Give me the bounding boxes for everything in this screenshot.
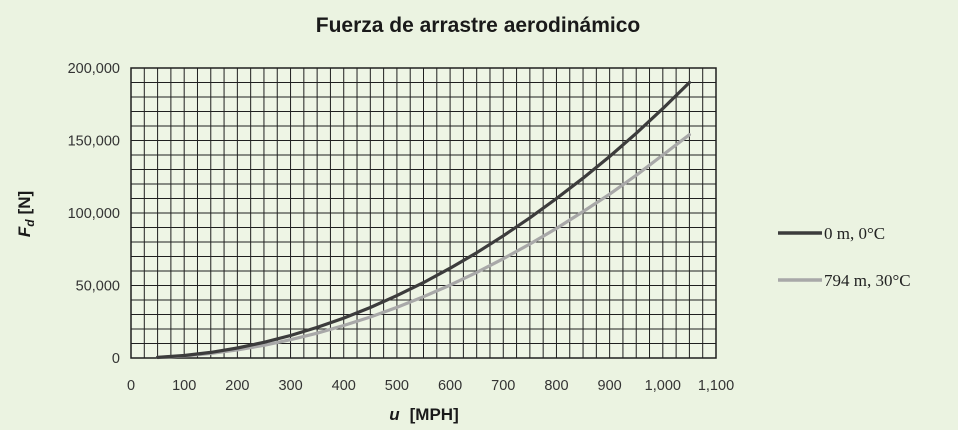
y-tick-label: 100,000 (68, 206, 120, 222)
y-axis-ticks: 0 50,000 100,000 150,000 200,000 (68, 61, 120, 367)
legend-label: 794 m, 30°C (824, 271, 911, 290)
series-line (156, 133, 691, 360)
series-line (156, 80, 691, 359)
y-tick-label: 200,000 (68, 61, 120, 77)
x-axis-label: u [MPH] (389, 405, 459, 424)
x-tick-label: 900 (598, 378, 622, 394)
legend: 0 m, 0°C 794 m, 30°C (778, 224, 911, 290)
x-tick-label: 1,000 (645, 378, 681, 394)
x-tick-label: 600 (438, 378, 462, 394)
x-tick-label: 100 (172, 378, 196, 394)
x-axis-symbol: u (389, 405, 400, 424)
chart-title: Fuerza de arrastre aerodinámico (316, 14, 640, 37)
x-axis-unit: [MPH] (410, 405, 459, 424)
x-tick-label: 0 (127, 378, 135, 394)
x-tick-label: 700 (491, 378, 515, 394)
series-layer (156, 80, 691, 360)
y-tick-label: 50,000 (76, 279, 120, 295)
x-tick-label: 400 (332, 378, 356, 394)
y-axis-symbol: F (15, 226, 34, 237)
plot-grid (130, 67, 717, 359)
x-tick-label: 1,100 (698, 378, 734, 394)
legend-label: 0 m, 0°C (824, 224, 885, 243)
x-tick-label: 300 (278, 378, 302, 394)
y-axis-subscript: d (23, 219, 37, 227)
x-tick-label: 500 (385, 378, 409, 394)
y-axis-unit: [N] (15, 191, 34, 215)
plot-border (130, 67, 717, 359)
y-tick-label: 150,000 (68, 134, 120, 150)
x-tick-label: 200 (225, 378, 249, 394)
x-tick-label: 800 (544, 378, 568, 394)
x-axis-ticks: 0 100 200 300 400 500 600 700 800 900 1,000 1,100 (127, 378, 734, 394)
y-axis-label: Fd [N] (15, 191, 37, 237)
y-tick-label: 0 (112, 351, 120, 367)
